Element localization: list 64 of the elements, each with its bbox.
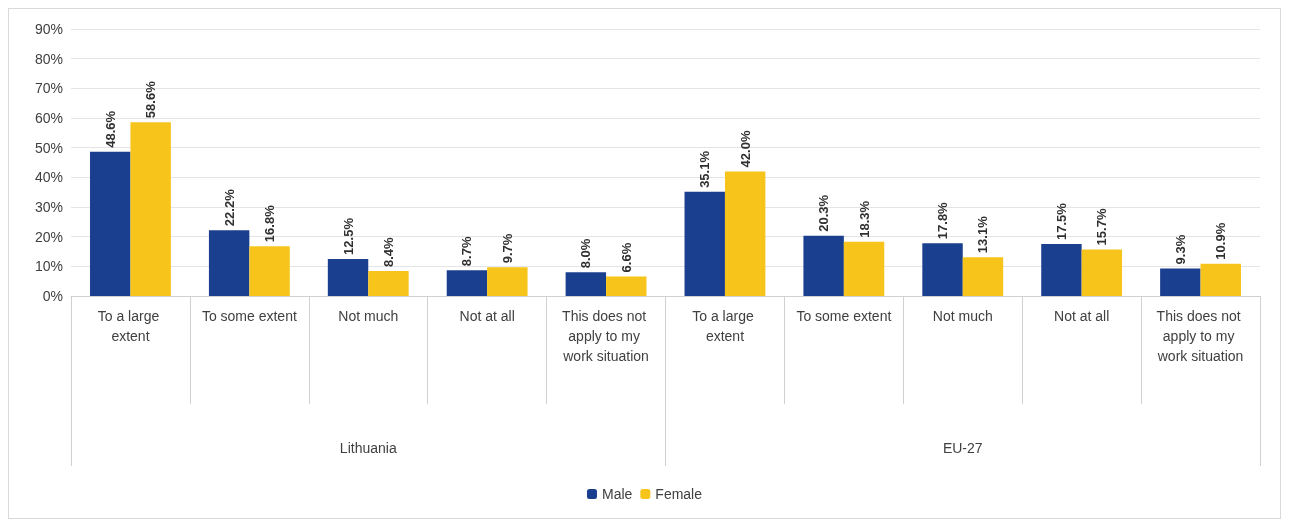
y-tick-label: 90% [34,21,63,37]
y-tick-label: 50% [34,139,63,156]
bar [1081,249,1123,296]
bar [90,151,131,296]
data-label: 9.3% [1172,234,1188,265]
bar [368,271,409,296]
data-label: 17.5% [1053,202,1069,241]
legend-label: Male [601,486,633,502]
data-label: 6.6% [618,242,634,273]
data-label: 8.0% [578,238,594,269]
data-label: 48.6% [102,110,118,148]
data-label: 22.2% [221,188,237,227]
data-label: 35.1% [697,150,713,188]
data-label: 12.5% [340,217,356,255]
data-label: 17.8% [935,201,951,240]
data-label: 9.7% [499,233,515,264]
x-tick-label: This does not apply to my work situation [1156,308,1245,364]
bar [1200,263,1241,296]
x-tick-label: This does not apply to my work situation [562,308,651,364]
bar [962,257,1004,296]
data-label: 8.7% [459,236,475,267]
x-tick-label: To some extent [796,308,892,324]
y-tick-label: 20% [34,228,63,245]
bar [724,171,766,296]
y-tick-label: 70% [34,80,63,97]
x-tick-label: Not much [338,308,399,324]
bar [922,243,963,296]
bar [249,246,290,296]
bar [327,258,369,296]
data-label: 8.4% [380,237,396,268]
data-label: 13.1% [975,215,991,254]
bar [684,191,725,296]
data-label: 15.7% [1094,208,1110,246]
y-tick-label: 10% [34,258,63,275]
bar [606,276,647,296]
text: Lithuania [339,440,397,456]
y-tick-label: 60% [34,110,63,126]
y-tick-label: 30% [34,199,63,215]
bar [565,272,607,296]
bar [803,235,844,296]
x-tick-label: To some extent [201,308,297,324]
bar [208,230,250,296]
bar [130,122,171,296]
data-label: 42.0% [737,130,753,168]
bar [843,241,885,296]
data-label: 58.6% [143,80,159,119]
data-label: 10.9% [1213,222,1229,260]
x-tick-label: Not at all [459,308,515,324]
legend-label: Female [655,486,703,502]
x-tick-label: Not much [932,308,993,324]
bar [446,270,488,296]
x-tick-label: Not at all [1054,308,1110,324]
x-tick-label: To a large extent [692,308,758,344]
bar [1041,244,1082,296]
bar [1160,268,1201,296]
data-label: 20.3% [816,194,832,232]
y-tick-label: 40% [34,169,63,186]
data-label: 18.3% [856,200,872,238]
text: EU-27 [942,440,983,456]
y-tick-label: 0% [42,288,63,304]
x-tick-label: To a large extent [97,308,164,344]
bar [487,267,528,296]
data-label: 16.8% [262,204,278,243]
y-tick-label: 80% [34,50,63,67]
